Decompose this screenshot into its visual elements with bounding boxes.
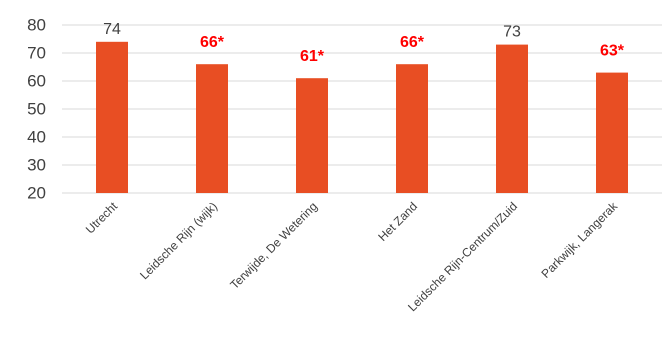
gridlines	[62, 24, 662, 194]
bar	[496, 44, 528, 193]
data-label: 66*	[200, 34, 225, 51]
data-label: 61*	[300, 48, 325, 65]
category-label: Het Zand	[375, 199, 420, 244]
y-tick-label: 30	[27, 156, 46, 175]
category-label: Utrecht	[83, 199, 121, 237]
y-tick-label: 60	[27, 72, 46, 91]
data-label: 63*	[600, 43, 625, 60]
y-tick-label: 20	[27, 184, 46, 203]
data-label: 73	[503, 24, 521, 41]
bar	[296, 78, 328, 193]
category-label: Leidsche Rijn-Centrum/Zuid	[405, 199, 520, 314]
category-label: Leidsche Rijn (wijk)	[137, 199, 220, 282]
category-label: Terwijde, De Wetering	[227, 199, 320, 292]
y-tick-label: 70	[27, 44, 46, 63]
category-label: Parkwijk, Langerak	[539, 199, 621, 281]
y-tick-label: 50	[27, 100, 46, 119]
x-axis-category-labels: Utrecht Leidsche Rijn (wijk) Terwijde, De …	[83, 199, 621, 315]
bar	[596, 72, 628, 193]
y-axis-tick-labels: 20 30 40 50 60 70 80	[27, 16, 46, 203]
data-label: 74	[103, 21, 121, 38]
bar	[196, 64, 228, 193]
y-tick-label: 80	[27, 16, 46, 35]
y-tick-label: 40	[27, 128, 46, 147]
bar	[396, 64, 428, 193]
data-label: 66*	[400, 34, 425, 51]
bars	[96, 41, 628, 193]
data-labels: 74 66* 61* 66* 73 63*	[103, 21, 625, 65]
bar	[96, 41, 128, 193]
